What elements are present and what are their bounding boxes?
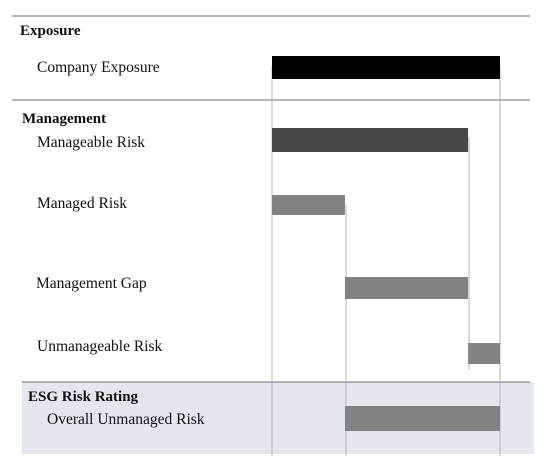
- row-label-manageable-risk: Manageable Risk: [37, 134, 145, 151]
- row-label-managed-risk: Managed Risk: [37, 195, 127, 212]
- bar-unmanageable-risk: [468, 343, 500, 364]
- row-label-overall-unmanaged-risk: Overall Unmanaged Risk: [47, 411, 205, 428]
- bar-company-exposure: [272, 56, 500, 79]
- section-title-management: Management: [22, 111, 106, 127]
- bar-manageable-risk: [272, 128, 469, 152]
- section-title-exposure: Exposure: [20, 23, 81, 39]
- section-title-esg-risk-rating: ESG Risk Rating: [28, 389, 139, 405]
- row-label-management-gap: Management Gap: [36, 275, 147, 292]
- row-label-unmanageable-risk: Unmanageable Risk: [37, 338, 163, 355]
- bar-management-gap: [344, 277, 469, 299]
- bar-managed-risk: [272, 195, 345, 215]
- row-label-company-exposure: Company Exposure: [37, 59, 160, 76]
- bar-overall-unmanaged-risk: [344, 406, 500, 431]
